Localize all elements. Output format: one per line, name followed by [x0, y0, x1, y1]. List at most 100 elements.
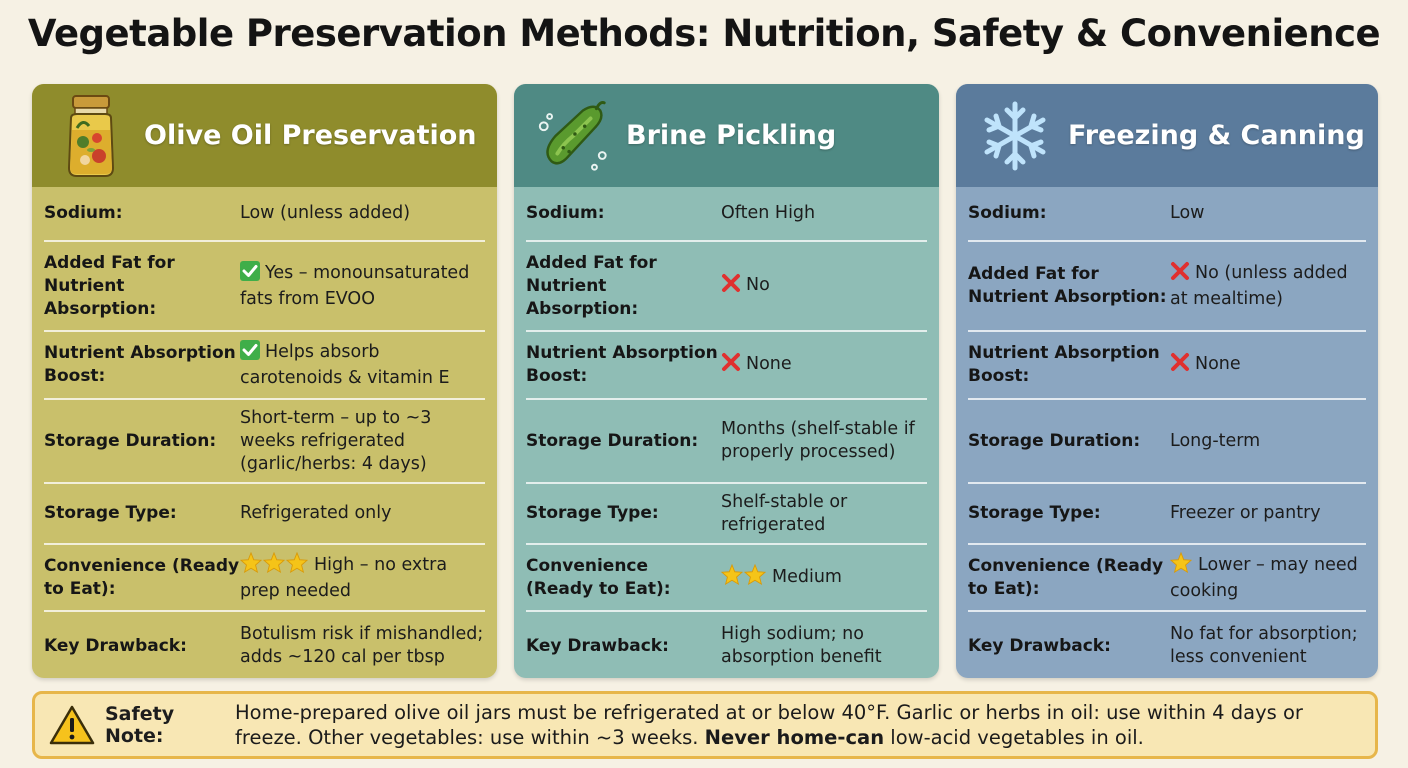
check-icon	[240, 340, 260, 367]
check-icon	[240, 261, 260, 288]
brine-row-drawback: Key Drawback: High sodium; no absorption…	[526, 612, 927, 678]
row-value: Months (shelf-stable if properly process…	[721, 419, 915, 462]
cross-icon	[1170, 352, 1190, 379]
row-label: Added Fat for Nutrient Absorption:	[44, 252, 175, 319]
row-value: Often High	[721, 203, 816, 223]
row-value: Helps absorb carotenoids & vitamin E	[240, 342, 450, 388]
row-label: Key Drawback:	[526, 635, 669, 656]
olive-row-sodium: Sodium: Low (unless added)	[44, 187, 485, 242]
freezing-canning-card-header: Freezing & Canning	[956, 84, 1378, 187]
olive-row-convenience: Convenience (Ready to Eat): High – no ex…	[44, 545, 485, 612]
olive-row-duration: Storage Duration: Short-term – up to ~3 …	[44, 400, 485, 484]
freezing-canning-card: Freezing & Canning Sodium: Low Added Fat…	[956, 84, 1378, 678]
freeze-row-duration: Storage Duration: Long-term	[968, 400, 1366, 484]
row-value: Lower – may need cooking	[1170, 555, 1358, 601]
freeze-row-sodium: Sodium: Low	[968, 187, 1366, 242]
row-label: Sodium:	[44, 203, 123, 223]
row-value: Long-term	[1170, 430, 1261, 451]
brine-row-duration: Storage Duration: Months (shelf-stable i…	[526, 400, 927, 484]
row-value: High sodium; no absorption benefit	[721, 624, 882, 667]
row-label: Storage Duration:	[44, 430, 217, 451]
page-title: Vegetable Preservation Methods: Nutritio…	[27, 12, 1381, 55]
row-value: High – no extra prep needed	[240, 555, 448, 601]
row-label: Storage Type:	[968, 503, 1101, 523]
row-label: Storage Duration:	[526, 430, 699, 451]
olive-oil-card-header: Olive Oil Preservation	[32, 84, 497, 187]
row-value-wrap: None	[721, 352, 792, 379]
safety-note-text-after: low-acid vegetables in oil.	[890, 726, 1144, 749]
safety-note-text-before: Home-prepared olive oil jars must be ref…	[235, 701, 1303, 749]
olive-row-type: Storage Type: Refrigerated only	[44, 484, 485, 545]
olive-row-boost: Nutrient Absorption Boost: Helps absorb …	[44, 332, 485, 400]
star-icon	[1169, 551, 1193, 580]
row-value: Low (unless added)	[240, 203, 411, 223]
row-label: Convenience (Ready to Eat):	[526, 555, 671, 599]
row-value: None	[746, 353, 792, 374]
row-label: Convenience (Ready to Eat):	[968, 555, 1164, 599]
freeze-row-convenience: Convenience (Ready to Eat): Lower – may …	[968, 545, 1366, 612]
row-value: None	[1195, 353, 1241, 374]
freeze-row-added-fat: Added Fat for Nutrient Absorption: No (u…	[968, 242, 1366, 332]
olive-row-added-fat: Added Fat for Nutrient Absorption: Yes –…	[44, 242, 485, 332]
row-value-wrap: No	[721, 273, 770, 300]
brine-row-sodium: Sodium: Often High	[526, 187, 927, 242]
row-label: Added Fat for Nutrient Absorption:	[526, 252, 657, 319]
brine-row-convenience: Convenience (Ready to Eat): Medium	[526, 545, 927, 612]
freeze-row-type: Storage Type: Freezer or pantry	[968, 484, 1366, 545]
row-value: No	[746, 274, 770, 295]
olive-oil-card-title: Olive Oil Preservation	[144, 120, 477, 151]
row-value: Yes – monounsaturated fats from EVOO	[240, 263, 470, 309]
freeze-row-boost: Nutrient Absorption Boost: None	[968, 332, 1366, 400]
row-value: Short-term – up to ~3 weeks refrigerated…	[240, 407, 432, 474]
row-value-wrap: Medium	[720, 563, 842, 592]
row-value: No (unless added at mealtime)	[1170, 263, 1348, 309]
row-label: Storage Duration:	[968, 430, 1141, 451]
star-icon	[285, 551, 309, 580]
row-value: Refrigerated only	[240, 503, 392, 523]
row-value: Low	[1170, 203, 1205, 223]
safety-note-text: Home-prepared olive oil jars must be ref…	[235, 700, 1375, 750]
warning-icon	[49, 704, 101, 746]
brine-row-added-fat: Added Fat for Nutrient Absorption: No	[526, 242, 927, 332]
row-label: Sodium:	[526, 203, 605, 223]
row-value: Freezer or pantry	[1170, 503, 1321, 523]
row-label: Key Drawback:	[968, 635, 1111, 656]
row-label: Added Fat for Nutrient Absorption:	[968, 264, 1167, 307]
row-label: Nutrient Absorption Boost:	[44, 343, 236, 386]
row-label: Storage Type:	[44, 503, 177, 523]
row-value-wrap: None	[1170, 352, 1241, 379]
row-value-wrap: High – no extra prep needed	[239, 551, 485, 603]
pickle-icon	[534, 94, 612, 178]
row-value-wrap: Lower – may need cooking	[1169, 551, 1366, 603]
row-label: Nutrient Absorption Boost:	[968, 343, 1160, 386]
row-label: Sodium:	[968, 203, 1047, 223]
row-value: Medium	[772, 566, 842, 587]
row-label: Nutrient Absorption Boost:	[526, 343, 718, 386]
star-icon	[720, 563, 744, 592]
brine-pickling-card: Brine Pickling Sodium: Often High Added …	[514, 84, 939, 678]
row-value: Shelf-stable or refrigerated	[721, 491, 848, 535]
olive-row-drawback: Key Drawback: Botulism risk if mishandle…	[44, 612, 485, 678]
brine-pickling-card-header: Brine Pickling	[514, 84, 939, 187]
row-value-wrap: Yes – monounsaturated fats from EVOO	[240, 261, 485, 311]
olive-oil-jar-icon	[52, 94, 130, 178]
freeze-row-drawback: Key Drawback: No fat for absorption; les…	[968, 612, 1366, 678]
safety-note-bold: Never home-can	[704, 726, 885, 749]
cross-icon	[1170, 261, 1190, 288]
row-value-wrap: No (unless added at mealtime)	[1170, 261, 1366, 311]
cross-icon	[721, 352, 741, 379]
safety-note-label: Safety Note:	[105, 703, 175, 747]
star-icon	[239, 551, 263, 580]
freezing-canning-card-title: Freezing & Canning	[1068, 120, 1365, 151]
row-value-wrap: Helps absorb carotenoids & vitamin E	[240, 340, 485, 390]
row-value: No fat for absorption; less convenient	[1170, 624, 1358, 667]
star-icon	[743, 563, 767, 592]
row-label: Key Drawback:	[44, 635, 187, 656]
row-value: Botulism risk if mishandled; adds ~120 c…	[240, 624, 484, 667]
row-label: Convenience (Ready to Eat):	[44, 555, 240, 599]
olive-oil-card: Olive Oil Preservation Sodium: Low (unle…	[32, 84, 497, 678]
brine-row-type: Storage Type: Shelf-stable or refrigerat…	[526, 484, 927, 545]
star-icon	[262, 551, 286, 580]
cross-icon	[721, 273, 741, 300]
brine-row-boost: Nutrient Absorption Boost: None	[526, 332, 927, 400]
